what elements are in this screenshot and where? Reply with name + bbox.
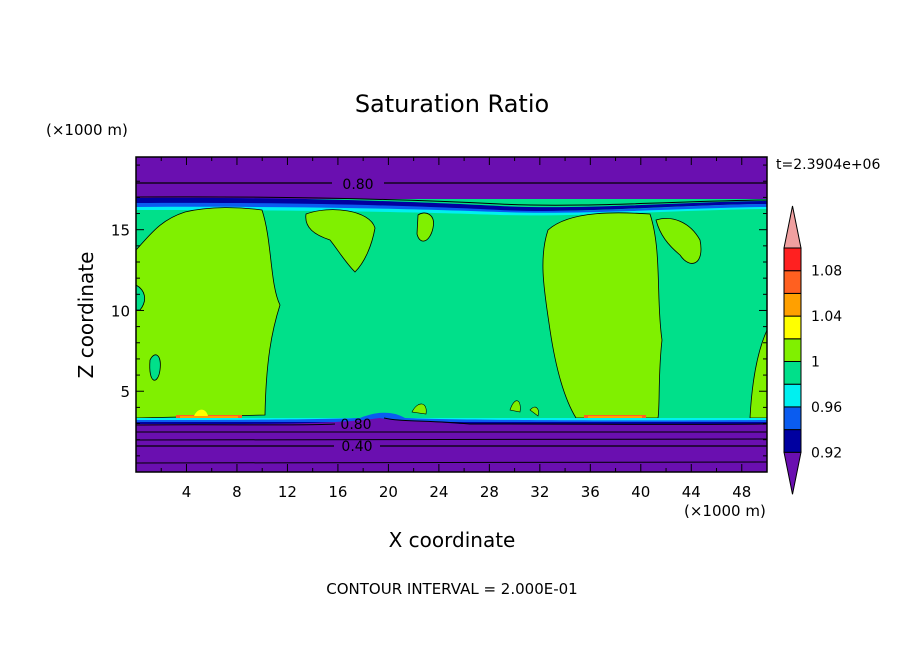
colorbar-swatch <box>783 406 802 431</box>
lime-region-right-edge <box>655 218 702 264</box>
x-tick-label: 44 <box>682 483 701 501</box>
green-hole-left <box>149 354 161 381</box>
band-top-purple <box>136 157 767 199</box>
lime-region-right <box>542 212 663 419</box>
colorbar-arrow-high <box>783 205 802 249</box>
colorbar-swatch <box>783 270 802 294</box>
y-unit-label: (×1000 m) <box>46 121 128 139</box>
x-tick-label: 24 <box>429 483 448 501</box>
colorbar-swatch <box>783 292 802 317</box>
x-tick-label: 16 <box>328 483 347 501</box>
warm-spot-right-core <box>588 416 642 419</box>
contour-field: 0.80 0.80 0.40 <box>136 157 767 472</box>
x-unit-label: (×1000 m) <box>684 502 766 520</box>
colorbar-swatch <box>783 429 802 453</box>
band-bottom-purple <box>136 418 767 472</box>
y-tick-label: 10 <box>111 302 130 320</box>
y-tick-label: 5 <box>120 383 130 401</box>
contour-line-bottom-2 <box>136 431 767 433</box>
colorbar-swatch <box>783 247 802 272</box>
contour-label-bottom-1: 0.80 <box>340 417 371 433</box>
contour-interval-footer: CONTOUR INTERVAL = 2.000E-01 <box>326 580 577 598</box>
chart-title: Saturation Ratio <box>355 90 549 118</box>
plot-frame <box>135 156 768 473</box>
colorbar-swatch <box>783 315 802 340</box>
x-tick-label: 36 <box>581 483 600 501</box>
colorbar-label: 1.08 <box>811 264 842 280</box>
x-tick-label: 32 <box>530 483 549 501</box>
y-tick-label: 15 <box>111 222 130 240</box>
x-tick-label: 12 <box>278 483 297 501</box>
x-axis-ticks: 4 8 12 16 20 24 28 32 36 40 44 48 <box>160 157 751 501</box>
colorbar-label: 1 <box>811 355 820 371</box>
x-tick-label: 48 <box>732 483 751 501</box>
x-tick-label: 40 <box>631 483 650 501</box>
colorbar-swatch <box>783 383 802 408</box>
band-bottom-blue <box>136 412 767 425</box>
y-axis-ticks: 5 10 15 <box>111 164 767 457</box>
x-tick-label: 20 <box>379 483 398 501</box>
contour-line-bottom-3 <box>136 438 767 441</box>
x-axis-label: X coordinate <box>389 528 516 552</box>
y-axis-label: Z coordinate <box>74 252 98 379</box>
lime-region-left <box>136 207 281 419</box>
colorbar-label: 0.96 <box>811 400 842 416</box>
contour-line-bottom-1 <box>136 417 767 426</box>
colorbar-label: 1.04 <box>811 309 842 325</box>
x-tick-label: 28 <box>480 483 499 501</box>
colorbar: 1.08 1.04 1 0.96 0.92 <box>783 205 842 495</box>
colorbar-arrow-low <box>783 451 802 495</box>
contour-line-bottom-5 <box>136 461 767 464</box>
lime-region-small <box>416 212 434 242</box>
colorbar-swatch <box>783 338 802 362</box>
x-tick-label: 4 <box>182 483 192 501</box>
band-top-navy <box>136 197 767 212</box>
warm-spot-left-core <box>180 416 238 419</box>
contour-label-bottom-2: 0.40 <box>341 439 372 455</box>
time-label: t=2.3904e+06 <box>776 157 880 173</box>
contour-line-top-2 <box>136 196 767 206</box>
yellow-spot-left <box>194 409 208 416</box>
lime-region-center <box>305 209 376 273</box>
colorbar-swatch <box>783 361 802 385</box>
contour-label-top: 0.80 <box>342 177 373 193</box>
band-top-blue <box>136 202 767 214</box>
lime-region-far-right <box>749 329 767 419</box>
x-tick-label: 8 <box>232 483 242 501</box>
colorbar-label: 0.92 <box>811 445 842 461</box>
lime-speck-bottom <box>411 400 539 417</box>
